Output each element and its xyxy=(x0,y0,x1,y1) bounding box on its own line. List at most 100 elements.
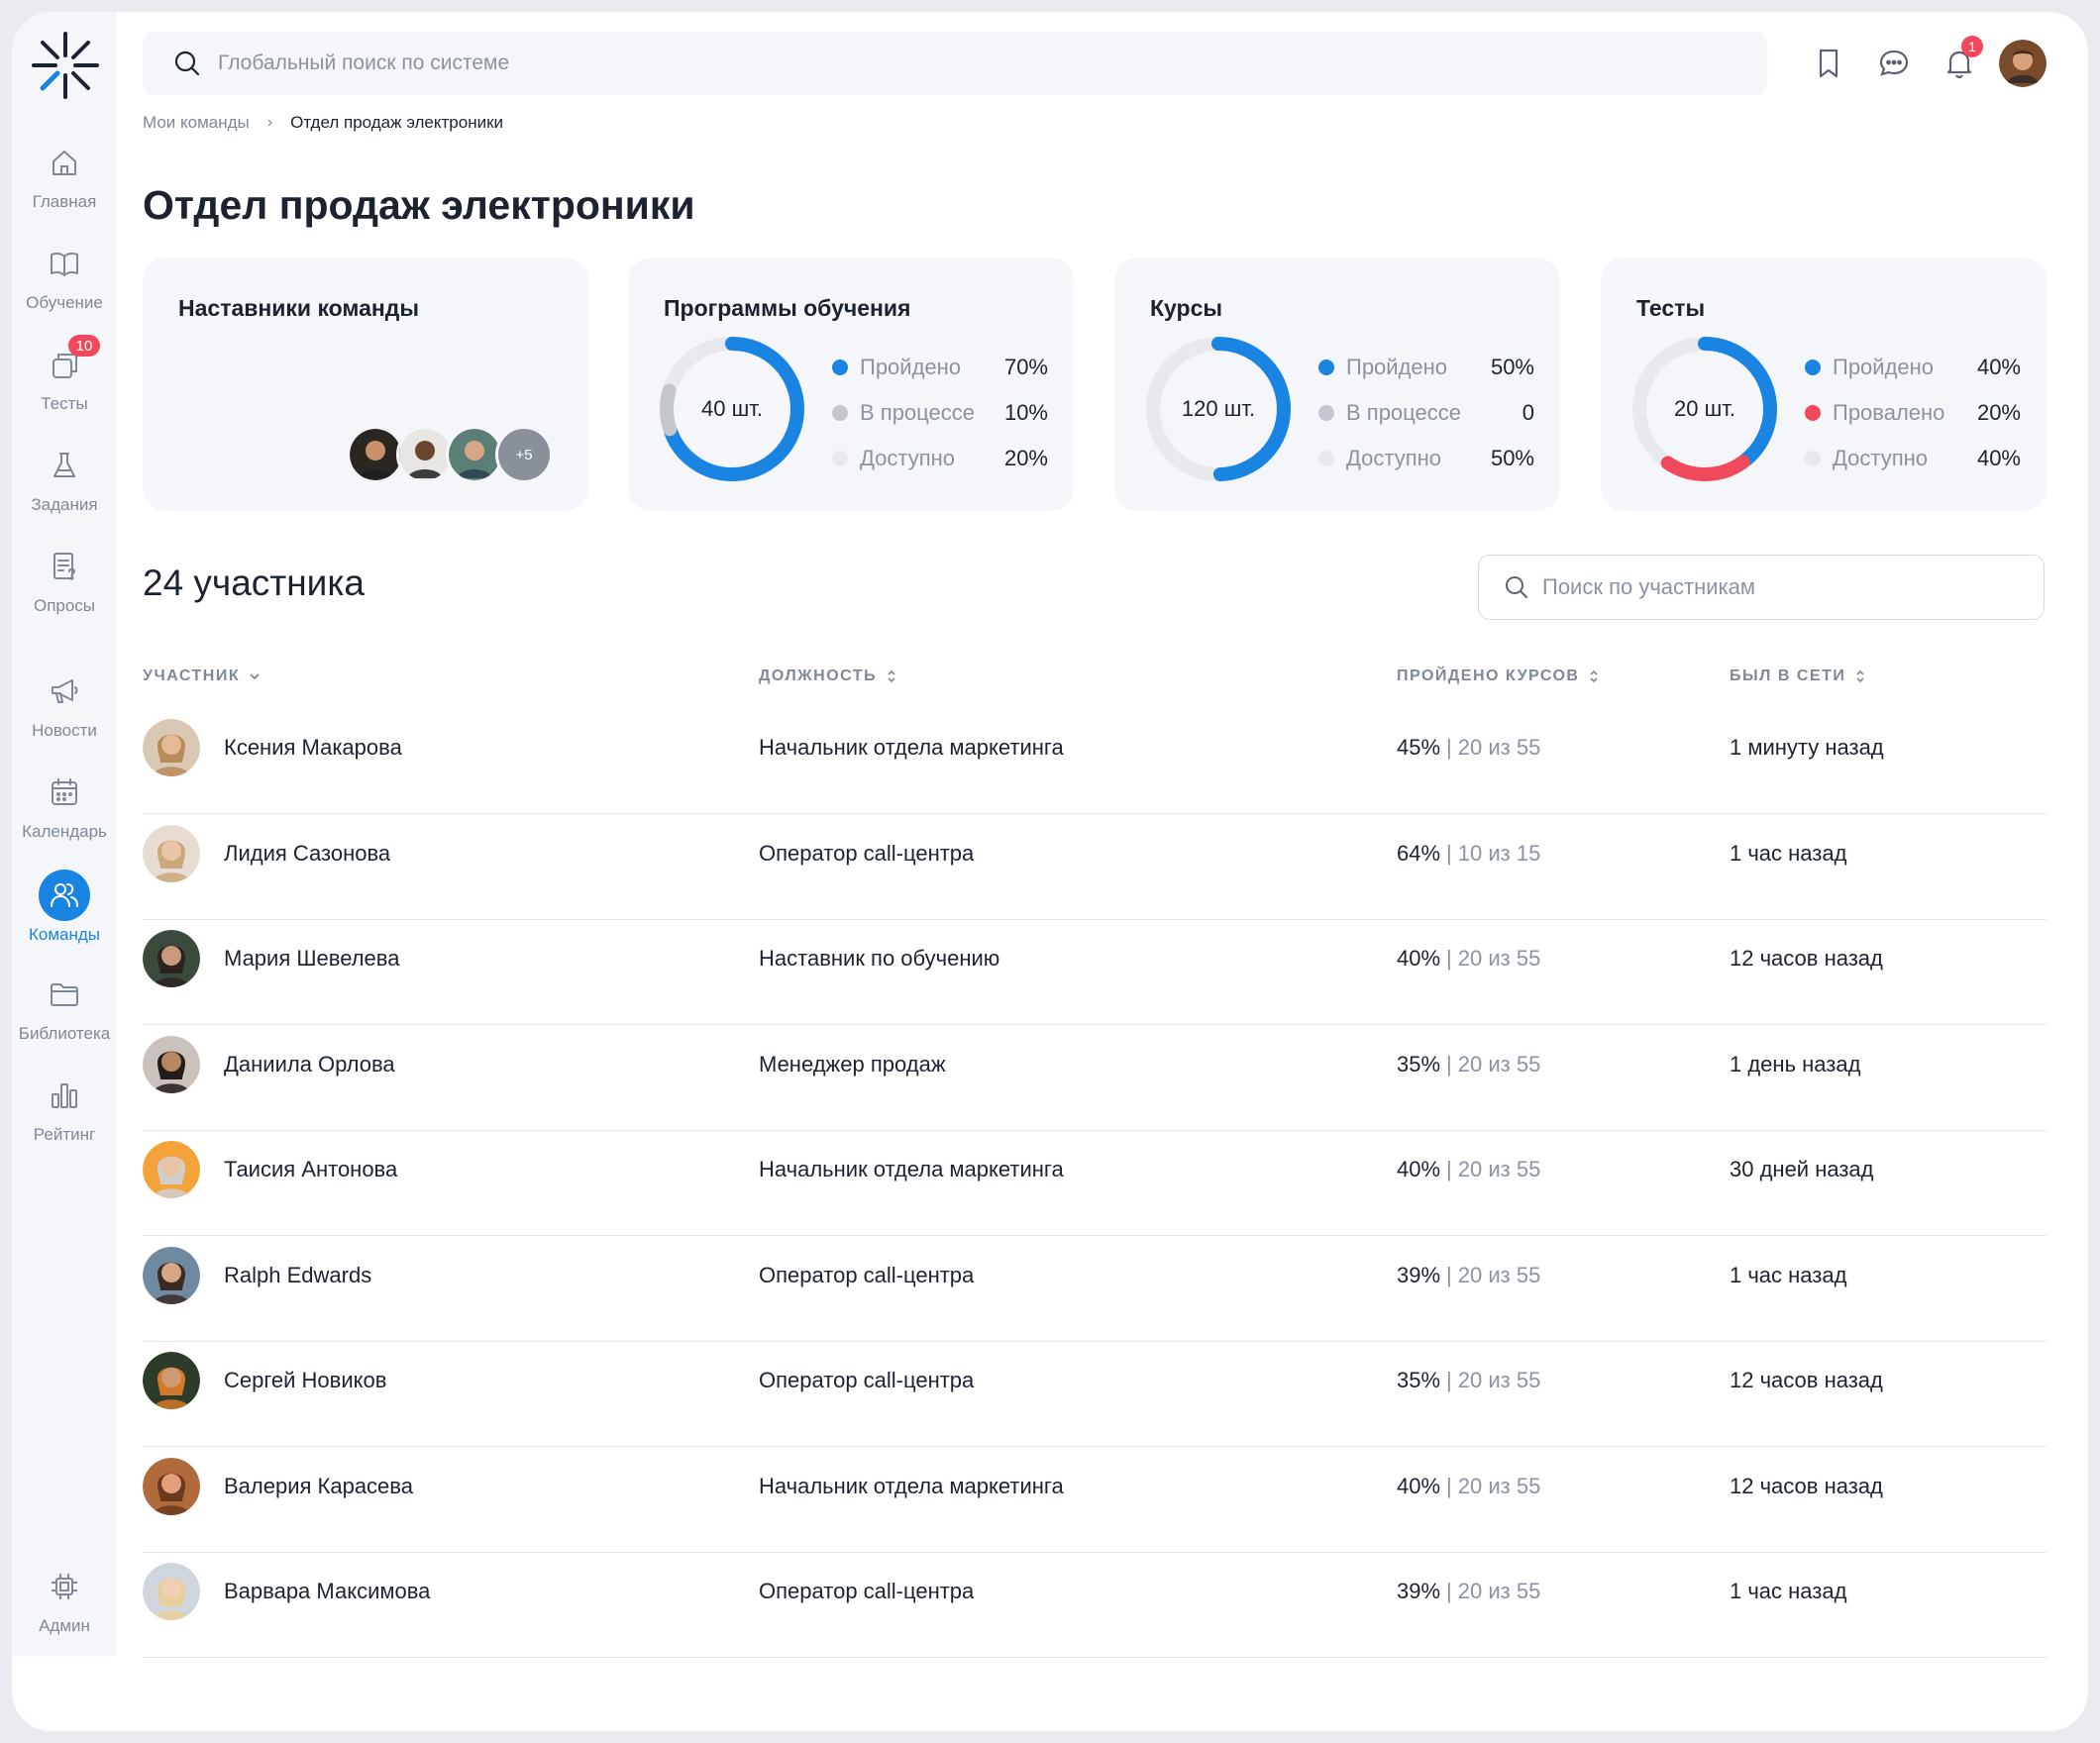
column-header-last-online[interactable]: БЫЛ В СЕТИ xyxy=(1730,667,1867,685)
bookmark-button[interactable] xyxy=(1811,46,1846,81)
members-count-title: 24 участника xyxy=(143,563,365,603)
column-header-courses-passed[interactable]: ПРОЙДЕНО КУРСОВ xyxy=(1397,667,1601,685)
tests-icon: 10 xyxy=(43,335,100,386)
table-row[interactable]: Даниила Орлова Менеджер продаж 35% | 20 из… xyxy=(143,1026,2047,1131)
table-row[interactable]: Лидия Сазонова Оператор call-центра 64% |… xyxy=(143,815,2047,920)
progress-percent: 64% xyxy=(1397,840,1441,866)
column-header-member[interactable]: УЧАСТНИК xyxy=(143,667,262,685)
sidebar-item-book[interactable]: Обучение xyxy=(12,242,117,329)
card-title: Тесты xyxy=(1636,295,1706,321)
member-name[interactable]: Ralph Edwards xyxy=(224,1262,372,1287)
member-avatar[interactable] xyxy=(143,824,200,882)
progress-count: 20 из 55 xyxy=(1457,946,1541,971)
sidebar-item-label: Админ xyxy=(39,1616,90,1635)
member-last-online: 12 часов назад xyxy=(1730,946,1883,971)
progress-percent: 40% xyxy=(1397,1473,1441,1498)
legend-item: Пройдено 70% xyxy=(832,345,1048,390)
member-last-online: 30 дней назад xyxy=(1730,1157,1874,1181)
courses-card: Курсы 120 шт. Пройдено 50% В процессе 0 … xyxy=(1114,257,1560,511)
member-name[interactable]: Ксения Макарова xyxy=(224,735,402,760)
sidebar-item-calendar[interactable]: Календарь xyxy=(12,770,117,858)
chip-icon xyxy=(43,1565,86,1608)
member-courses-progress: 39% | 20 из 55 xyxy=(1397,1579,1540,1604)
member-name[interactable]: Варвара Максимова xyxy=(224,1579,431,1603)
legend-value: 20% xyxy=(1976,400,2021,425)
separator: | xyxy=(1446,1368,1452,1392)
member-name[interactable]: Таисия Антонова xyxy=(224,1157,398,1181)
table-row[interactable]: Мария Шевелева Наставник по обучению 40%… xyxy=(143,920,2047,1025)
sort-icon xyxy=(888,669,895,683)
separator: | xyxy=(1446,1262,1452,1287)
legend-item: Пройдено 40% xyxy=(1805,345,2021,390)
sidebar-item-megaphone[interactable]: Новости xyxy=(12,669,117,757)
members-search[interactable] xyxy=(1478,555,2045,620)
user-avatar[interactable] xyxy=(1999,40,2047,87)
table-row[interactable]: Таисия Антонова Начальник отдела маркети… xyxy=(143,1131,2047,1236)
megaphone-icon xyxy=(43,669,86,713)
progress-count: 10 из 15 xyxy=(1457,840,1541,866)
member-position: Оператор call-центра xyxy=(759,1579,975,1603)
column-header-label: УЧАСТНИК xyxy=(143,667,241,684)
legend-item: Доступно 40% xyxy=(1805,436,2021,481)
sidebar-item-admin[interactable]: Админ xyxy=(12,1565,117,1652)
column-header-position[interactable]: ДОЛЖНОСТЬ xyxy=(759,667,898,685)
table-row[interactable]: Ксения Макарова Начальник отдела маркети… xyxy=(143,709,2047,814)
member-name[interactable]: Сергей Новиков xyxy=(224,1368,387,1392)
calendar-icon xyxy=(43,770,86,814)
mentor-avatars[interactable]: +5 xyxy=(347,426,565,483)
table-row[interactable]: Ralph Edwards Оператор call-центра 39% | 2… xyxy=(143,1237,2047,1342)
breadcrumb-link-my-teams[interactable]: Мои команды xyxy=(143,113,250,132)
progress-percent: 35% xyxy=(1397,1368,1441,1392)
global-search[interactable] xyxy=(143,32,1767,95)
member-avatar[interactable] xyxy=(143,1246,200,1304)
member-last-online: 12 часов назад xyxy=(1730,1368,1883,1392)
member-avatar[interactable] xyxy=(143,719,200,776)
member-name[interactable]: Валерия Карасева xyxy=(224,1473,413,1498)
members-search-input[interactable] xyxy=(1542,574,2018,600)
messages-button[interactable] xyxy=(1876,46,1912,81)
member-avatar[interactable] xyxy=(143,930,200,987)
sidebar-item-home[interactable]: Главная xyxy=(12,141,117,228)
member-last-online: 1 день назад xyxy=(1730,1051,1861,1077)
column-header-label: ПРОЙДЕНО КУРСОВ xyxy=(1397,667,1580,684)
legend-label: Доступно xyxy=(1833,446,1929,470)
sidebar-item-folder[interactable]: Библиотека xyxy=(12,973,117,1060)
member-name[interactable]: Лидия Сазонова xyxy=(224,840,391,866)
member-name[interactable]: Даниила Орлова xyxy=(224,1051,395,1077)
legend-item: Провалено 20% xyxy=(1805,390,2021,436)
donut-segment-0 xyxy=(1146,337,1291,481)
separator: | xyxy=(1446,735,1452,760)
sidebar-item-flask[interactable]: Задания xyxy=(12,444,117,531)
legend-dot xyxy=(832,405,848,421)
member-position: Наставник по обучению xyxy=(759,946,1000,971)
sidebar-item-tests[interactable]: 10 Тесты xyxy=(12,335,117,430)
member-avatar[interactable] xyxy=(143,1035,200,1093)
member-avatar[interactable] xyxy=(143,1563,200,1620)
legend-label: Пройдено xyxy=(860,355,962,379)
member-name[interactable]: Мария Шевелева xyxy=(224,946,400,971)
more-mentors-badge[interactable]: +5 xyxy=(495,426,553,483)
global-search-input[interactable] xyxy=(218,51,1704,75)
sidebar-item-survey[interactable]: Опросы xyxy=(12,545,117,632)
donut-center-value: 40 шт. xyxy=(701,396,763,421)
progress-count: 20 из 55 xyxy=(1457,1579,1541,1603)
member-avatar[interactable] xyxy=(143,1457,200,1515)
legend-label: Доступно xyxy=(1346,446,1442,470)
donut-segment-0 xyxy=(1632,337,1777,481)
sidebar-item-label: Новости xyxy=(32,721,97,740)
app-logo[interactable] xyxy=(30,30,101,101)
sidebar-item-chart[interactable]: Рейтинг xyxy=(12,1074,117,1161)
separator: | xyxy=(1446,1157,1452,1181)
member-avatar[interactable] xyxy=(143,1141,200,1198)
table-row[interactable]: Валерия Карасева Начальник отдела маркет… xyxy=(143,1448,2047,1553)
table-row[interactable]: Варвара Максимова Оператор call-центра 3… xyxy=(143,1553,2047,1658)
chevron-down-icon xyxy=(250,673,260,680)
member-position: Менеджер продаж xyxy=(759,1051,946,1077)
table-row[interactable]: Сергей Новиков Оператор call-центра 35% |… xyxy=(143,1342,2047,1447)
chat-icon xyxy=(1879,50,1909,76)
member-avatar[interactable] xyxy=(143,1352,200,1409)
donut-segment-1 xyxy=(1632,337,1777,481)
sidebar-item-users[interactable]: Команды xyxy=(12,870,117,957)
member-last-online: 1 час назад xyxy=(1730,1579,1847,1603)
notifications-button[interactable]: 1 xyxy=(1942,36,1983,81)
